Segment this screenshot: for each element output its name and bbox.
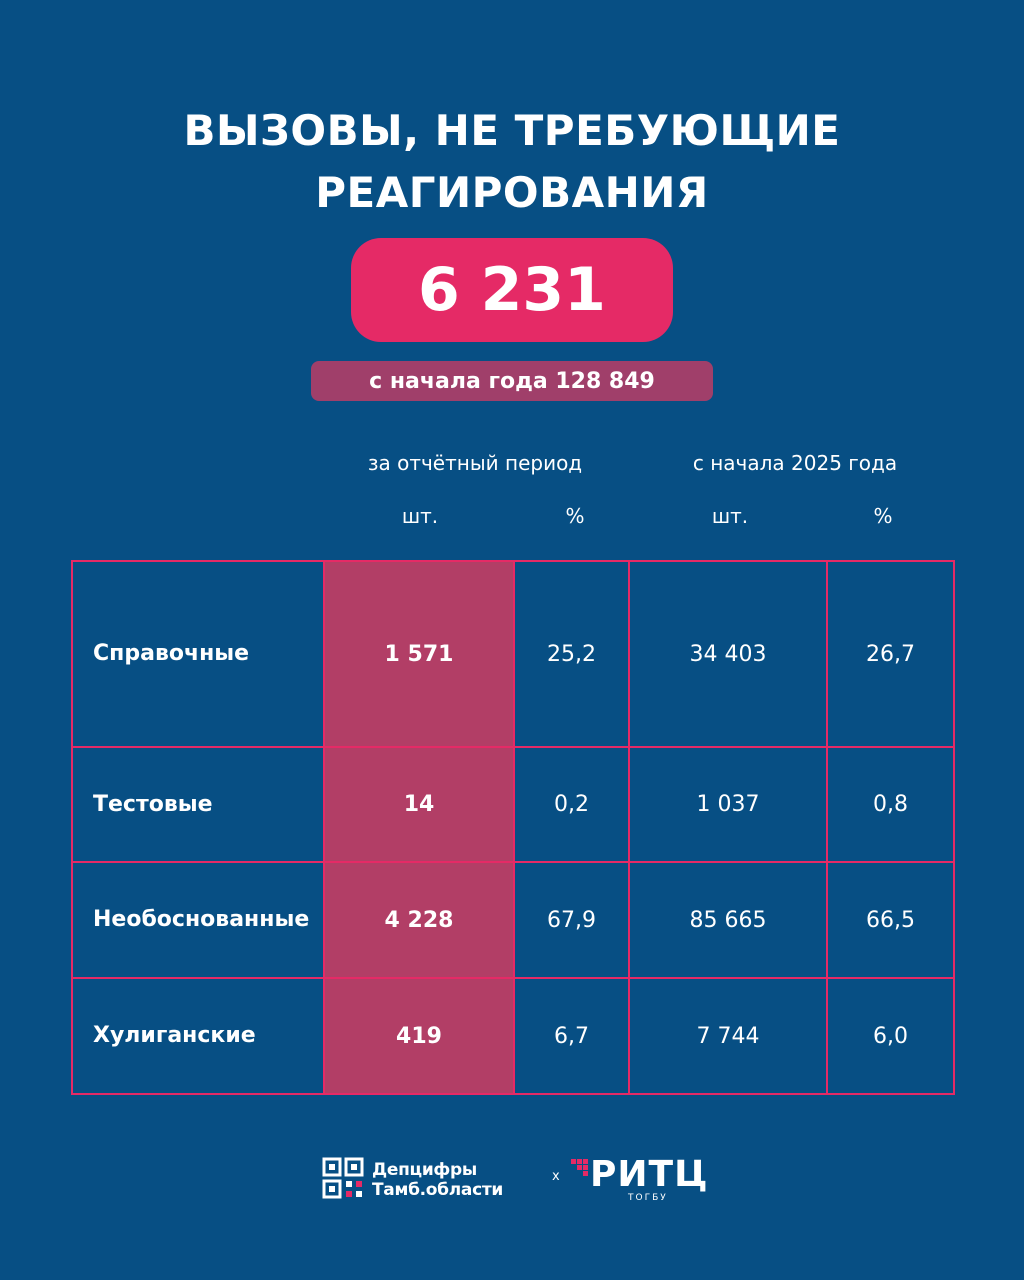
title-line-1: ВЫЗОВЫ, НЕ ТРЕБУЮЩИЕ — [183, 106, 841, 155]
period-pct-cell: 6,7 — [513, 977, 630, 1095]
period-pct-cell: 25,2 — [513, 560, 630, 748]
ytd-count-cell: 7 744 — [628, 977, 828, 1095]
ytd-pct-cell: 66,5 — [826, 861, 955, 979]
ritc-logo-text: РИТЦ — [590, 1154, 709, 1195]
logo-separator: x — [552, 1169, 560, 1184]
ytd-count-cell: 1 037 — [628, 746, 828, 863]
period-pct-cell: 0,2 — [513, 746, 630, 863]
ytd-count-cell: 34 403 — [628, 560, 828, 748]
total-badge: 6 231 — [351, 238, 673, 342]
logo1-line-2: Тамб.области — [372, 1180, 504, 1200]
period-count-cell: 1 571 — [323, 560, 515, 748]
calls-table: Справочные 1 571 25,2 34 403 26,7 Тестов… — [71, 560, 955, 1095]
period-pct-cell: 67,9 — [513, 861, 630, 979]
header-period: за отчётный период — [367, 451, 583, 475]
table-row: Справочные 1 571 25,2 34 403 26,7 — [71, 560, 955, 748]
depcifry-logo-text: Депцифры Тамб.области — [372, 1160, 503, 1200]
ytd-badge: с начала года 128 849 — [311, 361, 713, 401]
footer: Депцифры Тамб.области x РИТЦ ТОГБУ — [0, 1155, 1024, 1205]
row-label: Справочные — [71, 560, 325, 748]
table-row: Необоснованные 4 228 67,9 85 665 66,5 — [71, 861, 955, 979]
subheader-ytd-pct: % — [873, 504, 893, 528]
logo1-line-1: Депцифры — [372, 1160, 477, 1180]
period-count-cell: 4 228 — [323, 861, 515, 979]
table-row: Тестовые 14 0,2 1 037 0,8 — [71, 746, 955, 863]
subheader-period-count: шт. — [401, 504, 439, 528]
subheader-ytd-count: шт. — [711, 504, 749, 528]
row-label: Необоснованные — [71, 861, 325, 979]
period-count-cell: 14 — [323, 746, 515, 863]
ytd-pct-cell: 26,7 — [826, 560, 955, 748]
header-ytd: с начала 2025 года — [692, 451, 898, 475]
ritc-logo-subtext: ТОГБУ — [628, 1193, 668, 1203]
ytd-pct-cell: 6,0 — [826, 977, 955, 1095]
title-line-2: РЕАГИРОВАНИЯ — [315, 168, 709, 217]
row-label: Хулиганские — [71, 977, 325, 1095]
table-row: Хулиганские 419 6,7 7 744 6,0 — [71, 977, 955, 1095]
qr-logo-icon — [322, 1157, 364, 1199]
page-title: ВЫЗОВЫ, НЕ ТРЕБУЮЩИЕ РЕАГИРОВАНИЯ — [0, 100, 1024, 224]
ytd-pct-cell: 0,8 — [826, 746, 955, 863]
row-label: Тестовые — [71, 746, 325, 863]
period-count-cell: 419 — [323, 977, 515, 1095]
subheader-period-pct: % — [565, 504, 585, 528]
ytd-count-cell: 85 665 — [628, 861, 828, 979]
ritc-logo-icon — [571, 1159, 588, 1176]
